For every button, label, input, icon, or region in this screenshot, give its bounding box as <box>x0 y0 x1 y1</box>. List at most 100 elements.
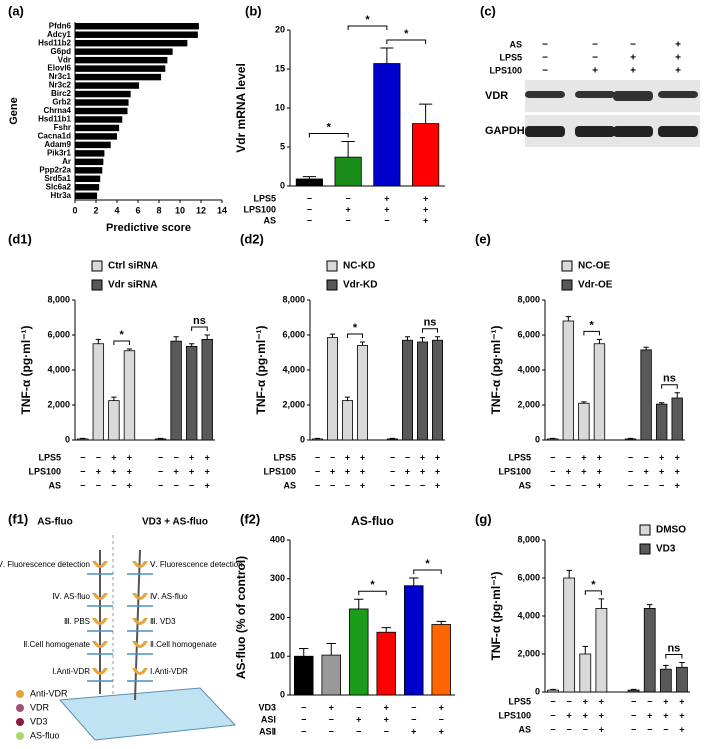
condition-sign: + <box>384 193 389 203</box>
condition-sign: − <box>307 193 312 203</box>
y-tick-label: Nr3c2 <box>49 81 72 90</box>
condition-sign: + <box>411 726 416 736</box>
y-axis-label: AS-fluo (% of control) <box>234 556 248 679</box>
condition-sign: + <box>599 724 604 734</box>
condition-sign: − <box>330 452 335 462</box>
condition-sign: − <box>592 40 598 51</box>
y-axis-label: TNF-α (pg·ml⁻¹) <box>489 325 503 414</box>
x-tick-label: 6 <box>135 205 140 215</box>
condition-sign: + <box>679 710 684 720</box>
bar <box>547 689 559 693</box>
condition-sign: − <box>628 480 633 490</box>
condition-sign: − <box>567 696 572 706</box>
condition-sign: − <box>307 215 312 225</box>
error-bar <box>565 316 571 321</box>
error-bar <box>326 642 336 656</box>
bar <box>75 90 131 98</box>
anti-vdr <box>92 593 108 600</box>
condition-sign: + <box>435 480 440 490</box>
bar <box>77 438 89 441</box>
condition-name: LPS5 <box>508 452 531 462</box>
bar <box>671 397 683 441</box>
error-bar <box>299 648 309 657</box>
condition-sign: + <box>583 696 588 706</box>
blot-band <box>575 126 615 137</box>
bar <box>334 156 362 187</box>
step-label: Ⅳ. AS-fluo <box>150 592 188 601</box>
legend-icon <box>16 704 24 712</box>
bracket <box>308 133 349 138</box>
panel-label: (a) <box>8 3 24 18</box>
condition-sign: + <box>679 696 684 706</box>
condition-sign: + <box>173 466 178 476</box>
bar <box>75 150 105 157</box>
condition-sign: + <box>329 702 334 712</box>
y-tick-label: 4,000 <box>47 364 70 374</box>
bar <box>75 48 173 55</box>
condition-sign: + <box>127 466 132 476</box>
y-tick-label: 4,000 <box>517 364 540 374</box>
bracket <box>665 654 683 659</box>
condition-sign: − <box>631 696 636 706</box>
blot-band <box>525 91 565 98</box>
y-tick-label: Adam9 <box>44 140 71 149</box>
bracket <box>358 590 387 596</box>
bar <box>75 124 120 132</box>
condition-sign: + <box>663 710 668 720</box>
condition-sign: + <box>423 193 428 203</box>
condition-sign: + <box>189 452 194 462</box>
condition-sign: + <box>360 480 365 490</box>
condition-sign: − <box>411 702 416 712</box>
condition-name: LPS5 <box>38 452 61 462</box>
blot-band <box>658 91 698 98</box>
condition-sign: − <box>345 215 350 225</box>
condition-sign: + <box>360 452 365 462</box>
condition-name: LPS5 <box>499 52 522 62</box>
column-title: AS-fluo <box>37 517 73 528</box>
condition-sign: − <box>663 724 668 734</box>
condition-sign: − <box>390 452 395 462</box>
step-label: Ⅰ.Anti-VDR <box>52 667 90 676</box>
condition-sign: − <box>643 480 648 490</box>
y-tick-label: 2,000 <box>47 399 70 409</box>
condition-sign: + <box>583 710 588 720</box>
bar <box>386 438 398 441</box>
y-tick-label: 20 <box>275 24 285 34</box>
condition-sign: − <box>390 480 395 490</box>
legend-swatch <box>561 260 573 272</box>
y-tick-label: 6,000 <box>517 572 540 582</box>
y-tick-label: Slc6a2 <box>46 182 72 191</box>
condition-sign: − <box>643 452 648 462</box>
condition-sign: − <box>96 480 101 490</box>
bar <box>92 343 105 441</box>
x-tick-label: 12 <box>196 205 206 215</box>
condition-sign: + <box>330 466 335 476</box>
condition-sign: + <box>345 204 350 214</box>
condition-sign: − <box>581 480 586 490</box>
legend-swatch <box>91 260 103 272</box>
legend-label: Vdr-OE <box>578 280 613 291</box>
condition-sign: + <box>435 452 440 462</box>
error-bar <box>419 337 426 342</box>
error-bar <box>550 688 556 691</box>
y-tick-label: 2,000 <box>517 648 540 658</box>
condition-sign: + <box>127 452 132 462</box>
anti-vdr <box>92 561 108 568</box>
bar <box>640 349 652 441</box>
bar <box>341 400 353 441</box>
legend-label: DMSO <box>656 525 686 536</box>
bracket <box>191 326 208 331</box>
y-tick-label: Hsd11b1 <box>38 115 71 124</box>
legend-label: AS-fluo <box>30 730 60 740</box>
blot-band <box>525 126 565 137</box>
error-bar <box>646 604 653 609</box>
error-bar <box>204 334 210 340</box>
legend-swatch <box>326 279 338 291</box>
y-tick-label: 0 <box>300 434 305 444</box>
anti-vdr <box>92 668 108 675</box>
y-tick-label: Fshr <box>54 123 71 132</box>
well-plate <box>58 687 237 741</box>
significance: * <box>327 121 332 133</box>
y-tick-label: Nr3c1 <box>49 72 72 81</box>
condition-sign: − <box>315 452 320 462</box>
